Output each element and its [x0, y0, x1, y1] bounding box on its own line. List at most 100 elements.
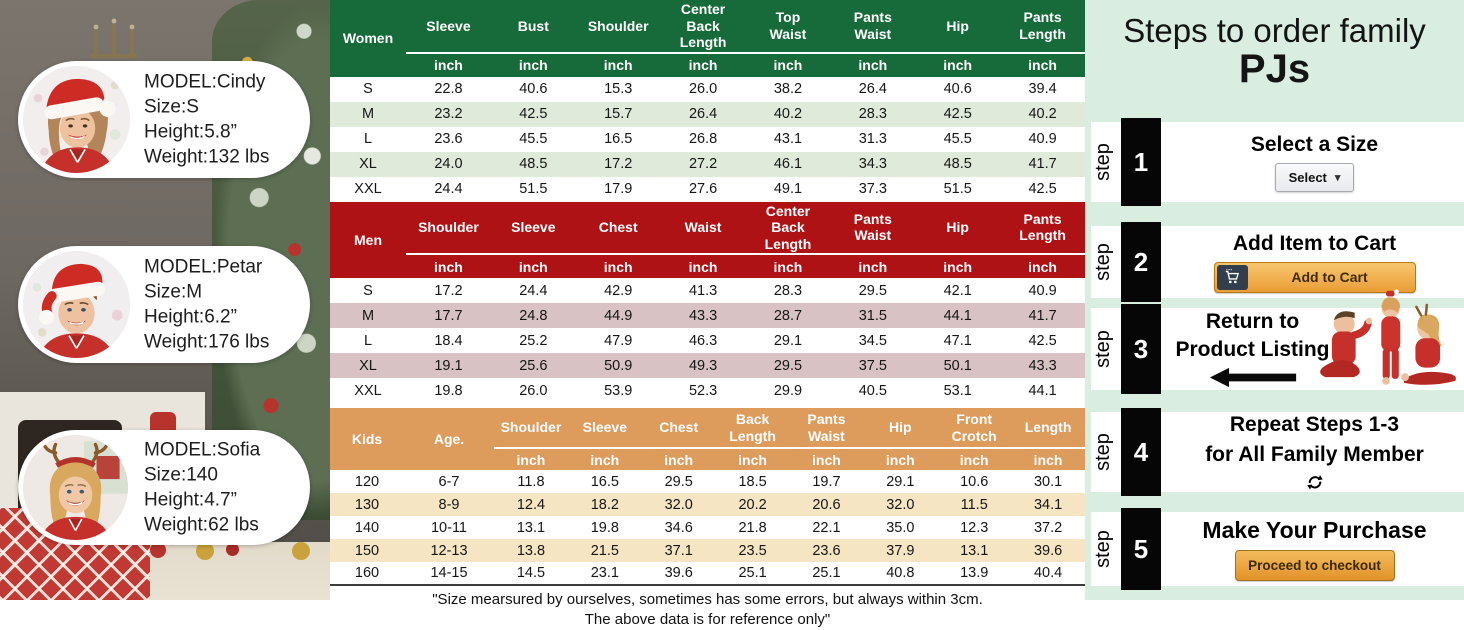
table-cell: 22.1	[812, 519, 841, 536]
avatar-photo-petar	[23, 251, 130, 358]
step-2-heading: Add Item to Cart	[1232, 232, 1397, 256]
column-header: Bust	[490, 0, 576, 54]
table-cell: 28.3	[773, 282, 803, 299]
step-2-row: step 2 Add Item to Cart Add to Cart	[1091, 222, 1464, 302]
table-cell: 19.7	[812, 473, 841, 490]
table-cell: 39.6	[664, 565, 693, 582]
table-cell: 38.2	[773, 81, 803, 98]
christmas-photo-panel: MODEL:Cindy Size:S Height:5.8” Weight:13…	[0, 0, 330, 600]
column-header: Pants Length	[1000, 201, 1085, 256]
table-cell: 48.5	[943, 156, 972, 173]
step-4-row: step 4 Repeat Steps 1-3 for All Family M…	[1091, 408, 1464, 496]
table-cell: 42.9	[604, 282, 633, 299]
add-to-cart-button[interactable]: Add to Cart	[1213, 261, 1416, 293]
proceed-to-checkout-button[interactable]: Proceed to checkout	[1234, 549, 1395, 581]
table-cell: 130	[354, 496, 380, 513]
table-cell: 42.5	[519, 106, 548, 123]
table-cell: 22.8	[434, 81, 463, 98]
step-1-heading: Select a Size	[1250, 133, 1379, 157]
model-name: MODEL:Petar	[144, 255, 263, 277]
table-cell: 24.4	[434, 181, 463, 198]
table-cell: 13.9	[960, 565, 989, 582]
refresh-icon	[1306, 475, 1323, 490]
table-cell: XL	[359, 156, 377, 173]
table-cell: 40.6	[943, 81, 972, 98]
table-cell: 16.5	[604, 131, 633, 148]
column-header: Front Crotch	[937, 408, 1012, 450]
table-cell: 14.5	[516, 565, 546, 582]
step-4-number: 4	[1121, 408, 1161, 496]
table-cell: 40.9	[1028, 282, 1057, 299]
unit-cell: inch	[915, 254, 1001, 279]
table-group-header: Men	[330, 201, 406, 279]
women-size-table: Women Sleeve Bust Shoulder Center Back Lengt…	[330, 0, 1085, 202]
unit-cell: inch	[745, 254, 831, 279]
table-cell: L	[363, 332, 373, 349]
table-row: 140 10-11 13.1 19.8 34.6 21.8 22.1 35.0 12.3 37.2	[330, 516, 1085, 539]
table-cell: 13.8	[516, 542, 546, 559]
model-weight: Weight:176 lbs	[144, 331, 270, 353]
table-cell: 50.1	[943, 357, 972, 374]
table-group-header: Kids	[330, 408, 404, 471]
table-cell: 18.4	[434, 332, 463, 349]
step-1-row: step 1 Select a Size Select ▾	[1091, 118, 1464, 206]
column-header: Waist	[660, 201, 746, 256]
table-cell: 37.9	[886, 542, 915, 559]
table-row: 120 6-7 11.8 16.5 29.5 18.5 19.7 29.1 10.6 30.1	[330, 470, 1085, 493]
table-cell: 120	[354, 473, 380, 490]
table-cell: 30.1	[1033, 473, 1063, 490]
table-cell: 43.1	[773, 131, 803, 148]
table-cell: 28.3	[858, 106, 887, 123]
table-cell: 19.8	[434, 382, 463, 399]
table-cell: 39.4	[1028, 81, 1057, 98]
unit-cell: inch	[937, 448, 1012, 471]
unit-cell: inch	[490, 254, 576, 279]
column-header: Length	[1011, 408, 1085, 450]
table-cell: 29.5	[858, 282, 887, 299]
table-cell: 37.3	[858, 181, 887, 198]
table-row: S 17.2 24.4 42.9 41.3 28.3 29.5 42.1 40.9	[330, 278, 1085, 303]
table-cell: 40.2	[773, 106, 803, 123]
table-cell: 15.7	[604, 106, 633, 123]
table-cell: 50.9	[604, 357, 633, 374]
table-cell: 40.9	[1028, 131, 1057, 148]
size-select-dropdown[interactable]: Select ▾	[1274, 162, 1355, 192]
table-cell: 34.6	[664, 519, 693, 536]
unit-cell: inch	[830, 254, 916, 279]
model-card-sofia: MODEL:Sofia Size:140 Height:4.7” Weight:…	[18, 430, 310, 545]
table-cell: 160	[354, 565, 380, 582]
column-header: Chest	[575, 201, 661, 256]
table-cell: 47.9	[604, 332, 633, 349]
table-cell: 12-13	[430, 542, 468, 559]
column-header: Chest	[641, 408, 716, 450]
table-cell: 17.2	[434, 282, 463, 299]
table-cell: 40.4	[1033, 565, 1063, 582]
table-cell: 27.2	[688, 156, 718, 173]
table-cell: 53.9	[604, 382, 633, 399]
unit-cell: inch	[490, 52, 576, 77]
unit-cell: inch	[745, 52, 831, 77]
table-cell: 42.5	[1028, 181, 1057, 198]
unit-cell: inch	[575, 254, 661, 279]
size-note: "Size mearsured by ourselves, sometimes …	[330, 587, 1085, 630]
model-height: Height:4.7”	[144, 489, 237, 511]
step-3-row: step 3 Return to Product Listing	[1091, 289, 1464, 394]
model-name: MODEL:Sofia	[144, 438, 261, 460]
table-cell: 25.1	[812, 565, 841, 582]
table-group-header: Age.	[404, 408, 494, 471]
table-cell: 15.3	[604, 81, 633, 98]
column-header: Sleeve	[406, 0, 491, 54]
table-cell: 44.9	[604, 307, 633, 324]
unit-cell: inch	[1000, 52, 1085, 77]
column-header: Shoulder	[575, 0, 661, 54]
unit-cell: inch	[406, 52, 491, 77]
column-header: Pants Waist	[830, 201, 916, 256]
table-cell: 31.5	[858, 307, 887, 324]
table-cell: XL	[359, 357, 377, 374]
table-cell: 31.3	[858, 131, 887, 148]
unit-cell: inch	[830, 52, 916, 77]
table-cell: 34.1	[1033, 496, 1063, 513]
table-group-header: Women	[330, 0, 406, 77]
unit-cell: inch	[575, 52, 661, 77]
